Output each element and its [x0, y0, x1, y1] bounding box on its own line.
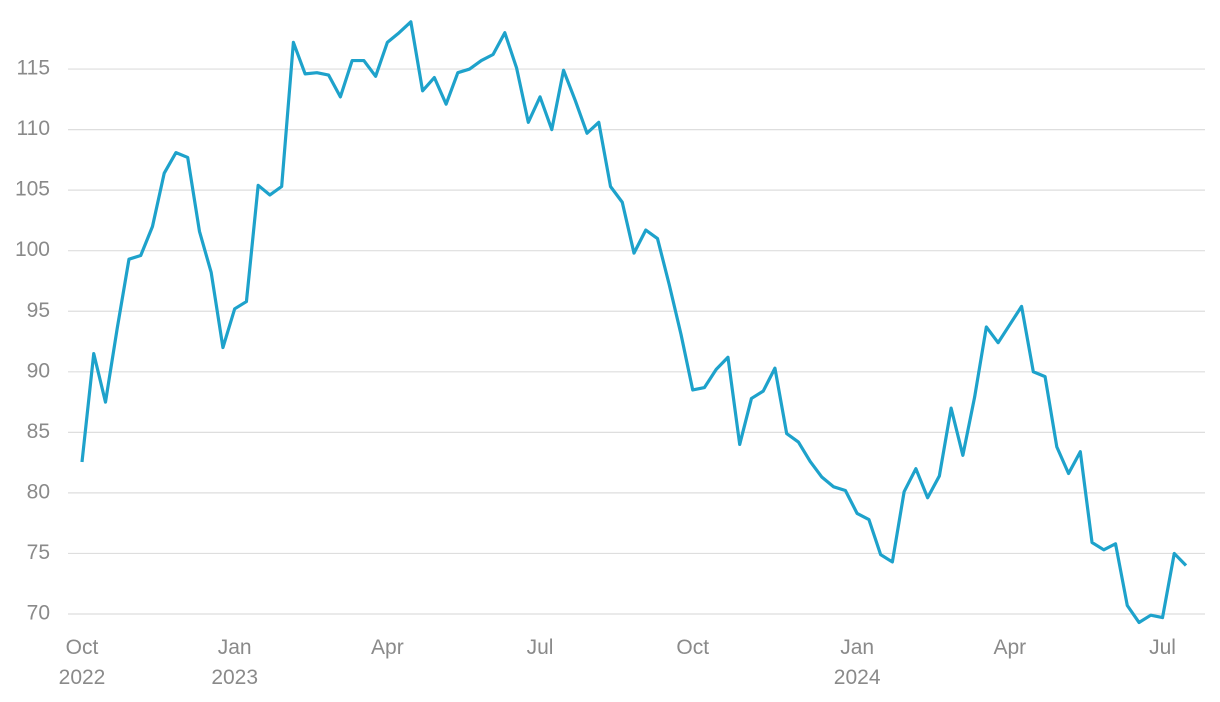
y-tick-label: 115 [17, 57, 50, 80]
y-tick-label: 70 [27, 602, 50, 625]
x-tick-label: Jan 2024 [834, 636, 881, 689]
y-tick-label: 105 [15, 178, 50, 201]
x-tick-label: Apr [993, 636, 1026, 659]
line [80, 20, 1188, 625]
x-tick-label: Oct 2022 [59, 636, 106, 689]
x-tick-label: Oct [676, 636, 709, 659]
y-tick-label: 80 [27, 480, 50, 503]
y-tick-label: 85 [27, 420, 50, 443]
y-tick-label: 110 [17, 117, 50, 140]
y-tick-label: 100 [15, 238, 50, 261]
x-tick-label: Jan 2023 [211, 636, 258, 689]
y-tick-label: 90 [27, 359, 50, 382]
y-tick-label: 75 [27, 541, 50, 564]
x-tick-label: Jul [527, 636, 554, 659]
x-tick-label: Jul [1149, 636, 1176, 659]
x-tick-label: Apr [371, 636, 404, 659]
y-tick-label: 95 [27, 299, 50, 322]
